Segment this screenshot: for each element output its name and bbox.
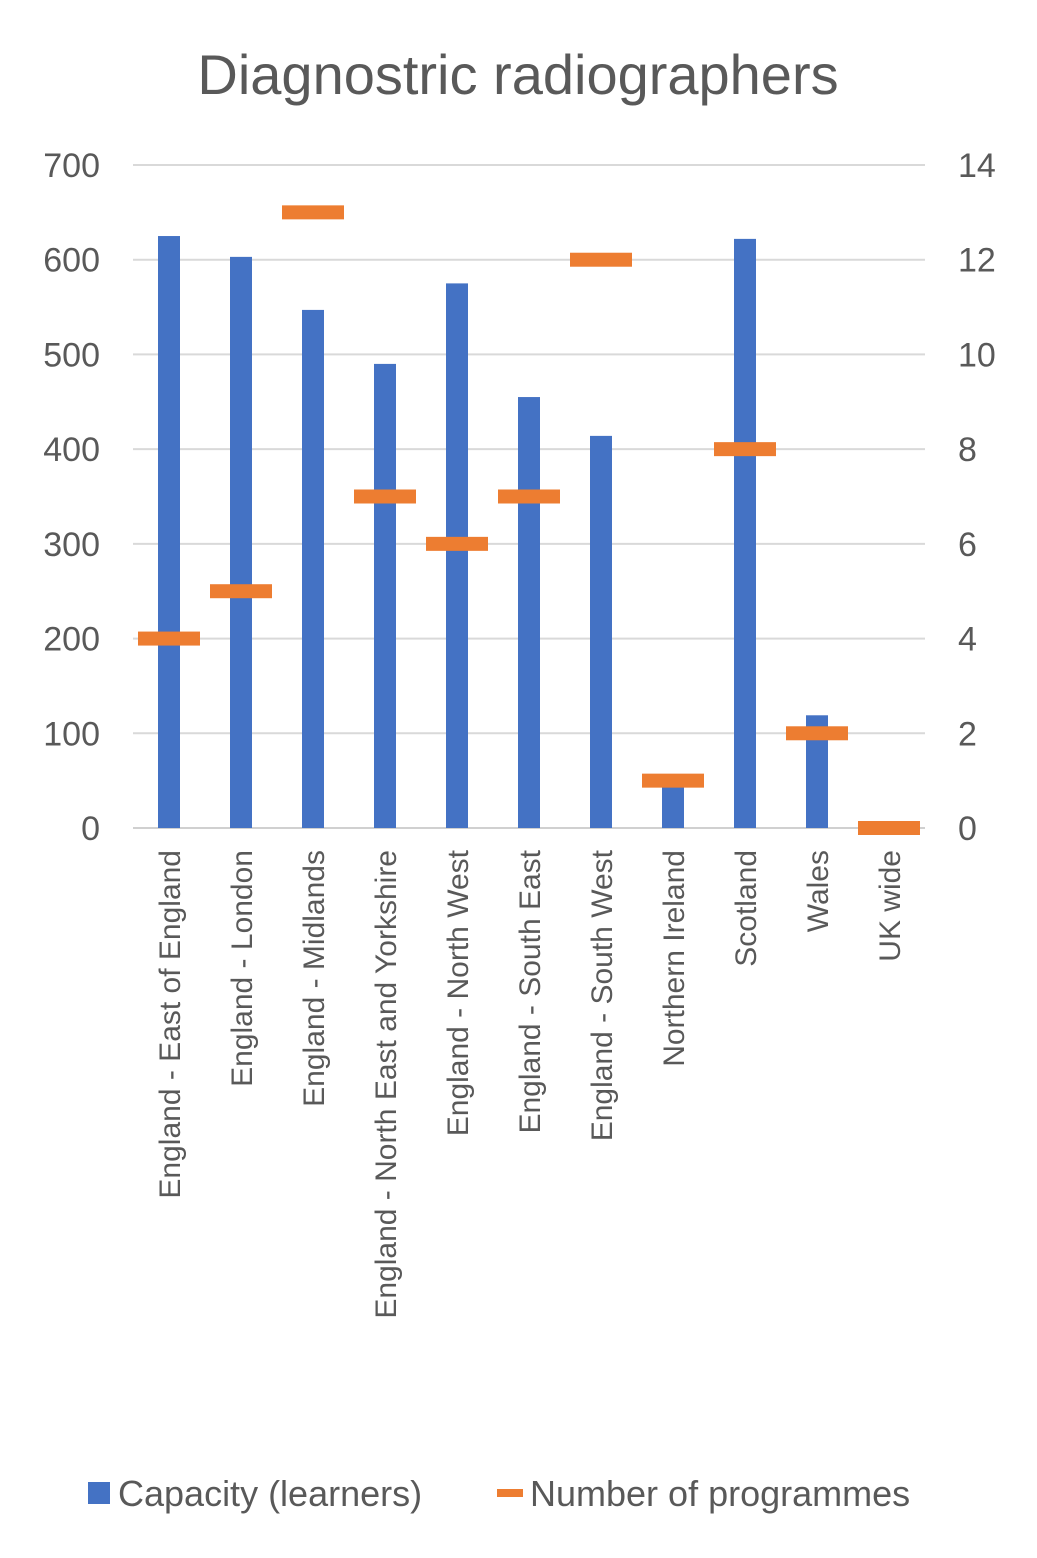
capacity-bar	[518, 397, 540, 828]
left-tick-label: 400	[43, 431, 100, 469]
capacity-bar	[734, 238, 756, 828]
programme-marker	[138, 631, 200, 646]
left-tick-label: 300	[43, 526, 100, 564]
left-tick-label: 200	[43, 621, 100, 659]
programme-marker	[498, 489, 560, 504]
category-label: Scotland	[730, 850, 763, 967]
left-tick-label: 600	[43, 242, 100, 280]
capacity-bar	[806, 715, 828, 828]
capacity-bar	[590, 435, 612, 828]
category-label: England - South West	[586, 849, 619, 1141]
programme-marker	[858, 821, 920, 835]
right-tick-label: 14	[958, 147, 996, 185]
category-label: England - Midlands	[298, 850, 331, 1107]
left-tick-label: 0	[81, 810, 100, 848]
legend: Capacity (learners) Number of programmes	[88, 1473, 910, 1514]
programme-marker	[354, 489, 416, 504]
programme-markers	[138, 205, 920, 835]
legend-label-programmes: Number of programmes	[530, 1473, 910, 1514]
category-label: England - East of England	[154, 850, 187, 1199]
category-label: Northern Ireland	[658, 850, 691, 1067]
left-tick-label: 500	[43, 336, 100, 374]
category-label: England - North East and Yorkshire	[370, 850, 403, 1319]
left-tick-label: 700	[43, 147, 100, 185]
right-tick-label: 4	[958, 621, 977, 659]
left-axis-ticks: 0 100 200 300 400 500 600 700	[43, 147, 100, 848]
legend-swatch-programmes	[497, 1489, 523, 1497]
category-label: England - London	[226, 850, 259, 1087]
capacity-bar	[374, 363, 396, 828]
programme-marker	[282, 205, 344, 220]
category-label: England - North West	[442, 849, 475, 1136]
programme-marker	[714, 442, 776, 457]
capacity-bar	[230, 256, 252, 828]
category-labels: England - East of England England - Londo…	[154, 849, 907, 1318]
capacity-bar	[158, 236, 180, 829]
left-tick-label: 100	[43, 715, 100, 753]
category-label: England - South East	[514, 849, 547, 1133]
capacity-bars	[158, 236, 828, 829]
chart-title: Diagnostric radiographers	[197, 43, 838, 106]
programme-marker	[786, 726, 848, 741]
programme-marker	[426, 536, 488, 551]
right-axis-ticks: 0 2 4 6 8 10 12 14	[958, 147, 996, 848]
capacity-bar	[662, 785, 684, 828]
right-tick-label: 10	[958, 336, 996, 374]
programme-marker	[642, 773, 704, 788]
legend-swatch-capacity	[88, 1482, 110, 1504]
right-tick-label: 12	[958, 242, 996, 280]
right-tick-label: 2	[958, 715, 977, 753]
capacity-bar	[446, 283, 468, 829]
programme-marker	[570, 252, 632, 267]
right-tick-label: 0	[958, 810, 977, 848]
right-tick-label: 8	[958, 431, 977, 469]
programme-marker	[210, 584, 272, 599]
legend-label-capacity: Capacity (learners)	[118, 1473, 422, 1514]
category-label: Wales	[802, 850, 835, 932]
category-label: UK wide	[874, 850, 907, 962]
right-tick-label: 6	[958, 526, 977, 564]
capacity-bar	[302, 309, 324, 829]
